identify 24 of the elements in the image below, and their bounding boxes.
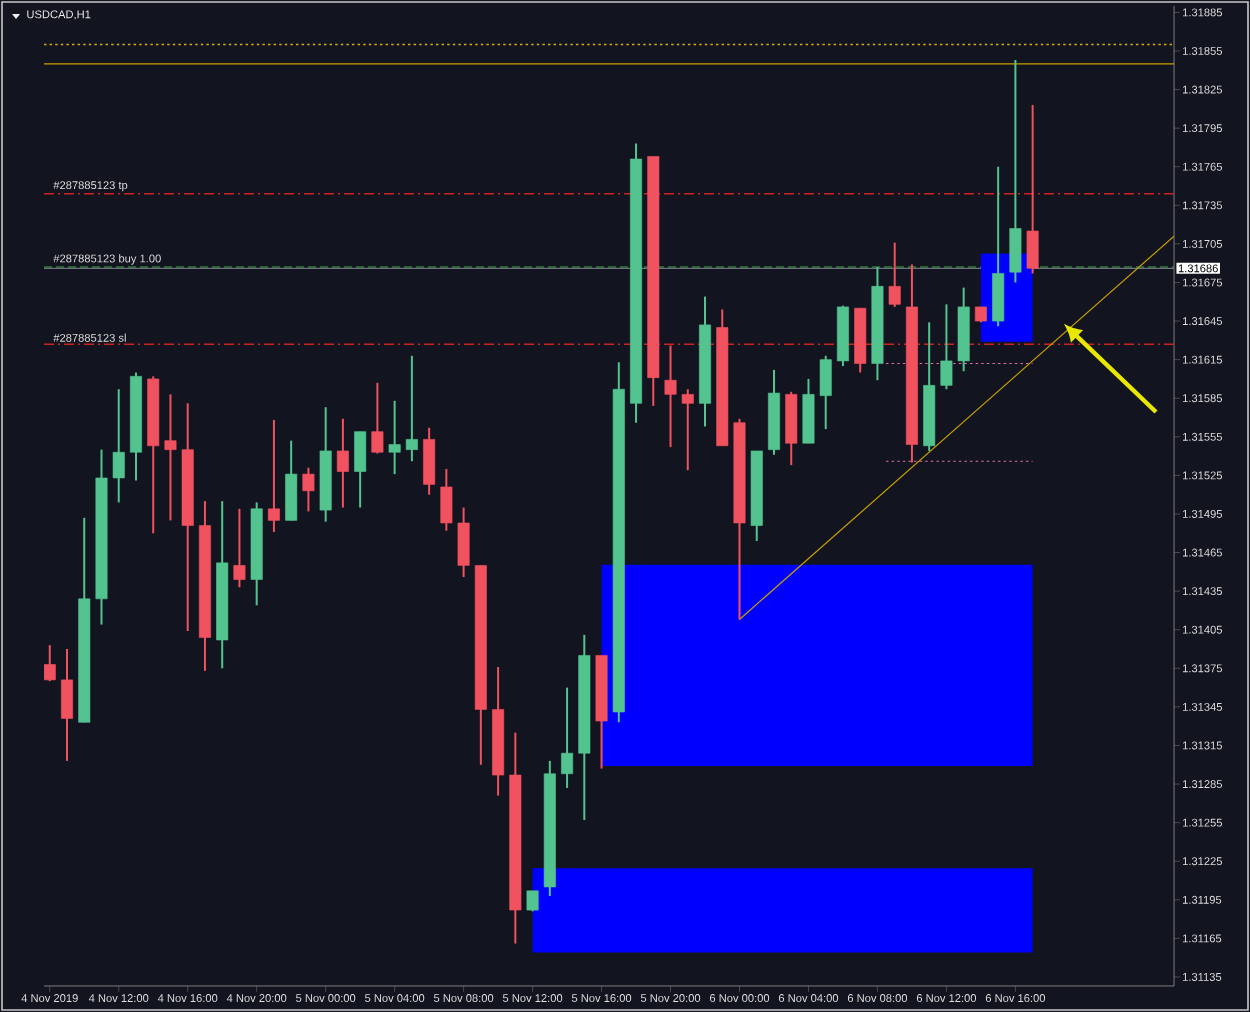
candlestick [285, 439, 298, 522]
candlestick [336, 417, 349, 509]
candlestick [1009, 58, 1022, 284]
candlestick [354, 430, 367, 509]
candlestick [405, 354, 418, 463]
candlestick [61, 648, 73, 762]
candlestick [267, 419, 280, 533]
candlestick [888, 241, 901, 308]
candlestick [164, 393, 177, 522]
candlestick [112, 388, 125, 504]
candlestick [233, 507, 246, 589]
candlestick [940, 303, 953, 391]
candlestick [388, 399, 401, 476]
candlestick [371, 381, 384, 455]
candlestick [440, 467, 453, 532]
candlestick [1026, 103, 1039, 275]
candlestick [457, 506, 470, 578]
candlestick [423, 426, 436, 496]
candlestick [681, 388, 694, 472]
candlestick [819, 354, 832, 431]
candlestick [561, 686, 574, 789]
candlestick [302, 466, 315, 513]
candlestick [664, 344, 677, 449]
candlestick [992, 165, 1005, 328]
